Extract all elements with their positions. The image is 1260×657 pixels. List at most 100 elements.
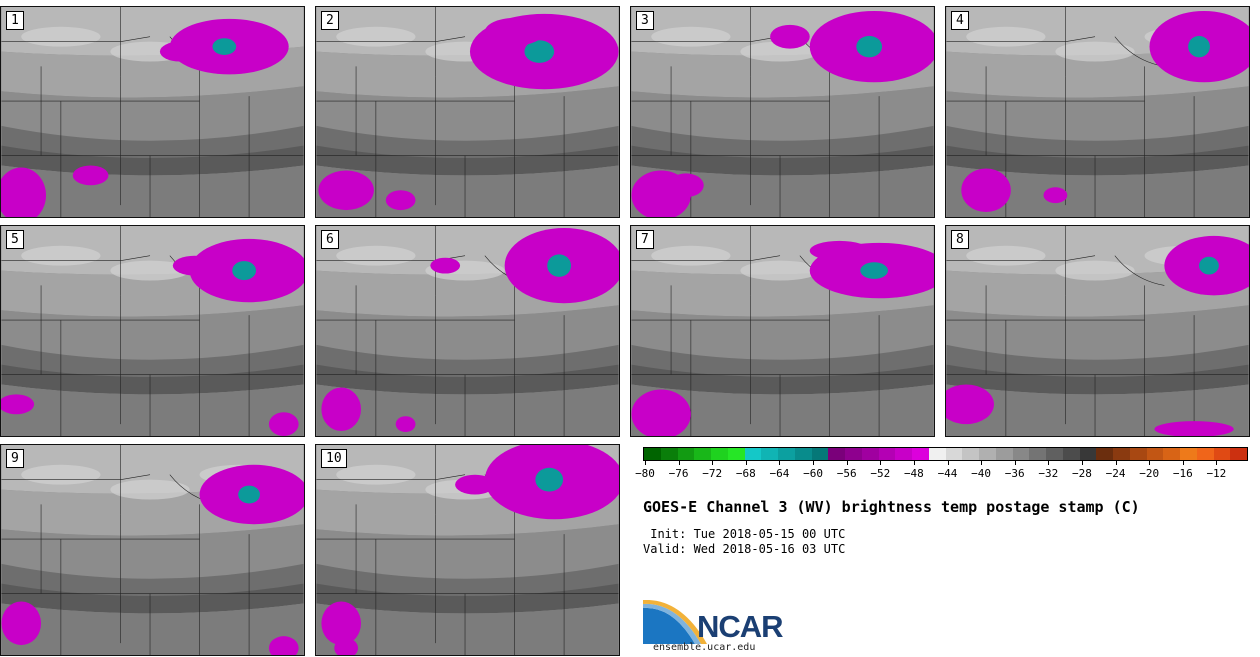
colorbar-tick-label: −24 xyxy=(1105,467,1126,480)
cold-cloud-region xyxy=(1,601,42,646)
very-cold-cloud-region xyxy=(535,467,564,492)
ensemble-member-panel-4: 4 xyxy=(945,6,1250,218)
cold-cloud-region xyxy=(961,168,1011,213)
colorbar-swatch xyxy=(1062,448,1080,460)
cold-cloud-region xyxy=(72,165,109,186)
colorbar-tick xyxy=(1149,461,1151,465)
init-time: Init: Tue 2018-05-15 00 UTC xyxy=(643,527,846,541)
ensemble-member-panel-10: 10 xyxy=(315,444,620,656)
colorbar-swatch xyxy=(1163,448,1180,460)
colorbar-swatch xyxy=(811,448,829,460)
colorbar-swatch xyxy=(1180,448,1197,460)
colorbar-swatch xyxy=(945,448,963,460)
colorbar-swatch xyxy=(1146,448,1164,460)
colorbar-tick xyxy=(645,461,646,465)
cold-cloud-region xyxy=(172,255,217,276)
temperature-colorbar xyxy=(643,447,1248,461)
very-cold-cloud-region xyxy=(856,35,883,58)
water-vapor-map xyxy=(316,7,619,217)
colorbar-tick-label: −20 xyxy=(1139,467,1160,480)
cold-cloud-region xyxy=(321,601,362,646)
colorbar-swatch xyxy=(1196,448,1214,460)
colorbar-tick xyxy=(1081,461,1083,465)
colorbar-swatch xyxy=(962,448,979,460)
cold-cloud-region xyxy=(1,394,35,415)
very-cold-cloud-region xyxy=(238,485,260,504)
colorbar-swatch xyxy=(1012,448,1030,460)
ensemble-member-panel-9: 9 xyxy=(0,444,305,656)
colorbar-swatch xyxy=(1029,448,1046,460)
member-number-label: 8 xyxy=(951,230,969,249)
colorbar-tick xyxy=(1216,461,1218,465)
very-cold-cloud-region xyxy=(232,261,257,281)
colorbar-tick-label: −76 xyxy=(668,467,689,480)
colorbar-tick-label: −60 xyxy=(803,467,823,480)
water-vapor-map xyxy=(631,7,934,217)
very-cold-cloud-region xyxy=(524,40,555,63)
ensemble-member-panel-8: 8 xyxy=(945,225,1250,437)
member-number-label: 3 xyxy=(636,11,654,30)
colorbar-swatch xyxy=(1046,448,1063,460)
colorbar-swatch xyxy=(761,448,778,460)
colorbar-tick xyxy=(1048,461,1050,465)
colorbar-swatch xyxy=(912,448,929,460)
cold-cloud-region xyxy=(268,412,299,436)
colorbar-swatch xyxy=(694,448,711,460)
colorbar-tick xyxy=(712,461,714,465)
colorbar-swatch xyxy=(677,448,695,460)
colorbar-tick xyxy=(1014,461,1016,465)
colorbar-tick-labels: −80 −76 −72 −68 −64 −60 −56 −52 −48 −44 −40 −36 −32−… xyxy=(635,461,1248,481)
member-number-label: 10 xyxy=(321,449,347,468)
colorbar-tick xyxy=(981,461,983,465)
cold-cloud-region xyxy=(159,41,200,62)
colorbar-tick xyxy=(813,461,815,465)
colorbar-tick-label: −80 xyxy=(635,467,655,480)
cold-cloud-region xyxy=(668,173,704,198)
colorbar-tick xyxy=(846,461,848,465)
cold-cloud-region xyxy=(770,24,810,49)
colorbar-tick-label: −56 xyxy=(836,467,857,480)
colorbar-tick-label: −12 xyxy=(1206,467,1227,480)
colorbar-tick xyxy=(913,461,915,465)
colorbar-tick xyxy=(947,461,949,465)
colorbar-swatch xyxy=(845,448,862,460)
colorbar-swatch xyxy=(1096,448,1113,460)
colorbar-tick-label: −44 xyxy=(937,467,958,480)
colorbar-swatch xyxy=(778,448,795,460)
member-number-label: 1 xyxy=(6,11,24,30)
valid-time: Valid: Wed 2018-05-16 03 UTC xyxy=(643,542,846,556)
colorbar-swatch xyxy=(928,448,946,460)
water-vapor-map xyxy=(316,445,619,655)
colorbar-swatch xyxy=(794,448,812,460)
very-cold-cloud-region xyxy=(547,254,572,277)
cold-cloud-region xyxy=(385,190,416,211)
water-vapor-map xyxy=(316,226,619,436)
colorbar-swatch xyxy=(878,448,896,460)
cold-cloud-region xyxy=(318,170,374,211)
water-vapor-map xyxy=(946,7,1249,217)
cold-cloud-region xyxy=(1043,187,1068,204)
ncar-logo-icon xyxy=(643,600,707,644)
colorbar-swatch xyxy=(1079,448,1097,460)
very-cold-cloud-region xyxy=(212,38,237,55)
very-cold-cloud-region xyxy=(1188,35,1210,58)
ensemble-member-panel-6: 6 xyxy=(315,225,620,437)
member-number-label: 5 xyxy=(6,230,24,249)
colorbar-swatch xyxy=(979,448,996,460)
cold-cloud-region xyxy=(321,387,362,432)
member-number-label: 6 xyxy=(321,230,339,249)
colorbar-tick xyxy=(1115,461,1117,465)
water-vapor-map xyxy=(1,226,304,436)
colorbar-tick-label: −48 xyxy=(903,467,924,480)
ncar-logo-text: NCAR xyxy=(697,609,784,644)
cold-cloud-region xyxy=(1154,421,1234,436)
colorbar-tick xyxy=(1182,461,1184,465)
cold-cloud-region xyxy=(455,474,495,495)
cold-cloud-region xyxy=(1,167,47,217)
cold-cloud-region xyxy=(395,416,416,433)
cold-cloud-region xyxy=(946,384,994,425)
colorbar-tick-label: −40 xyxy=(971,467,992,480)
colorbar-swatch xyxy=(828,448,845,460)
cold-cloud-region xyxy=(430,257,461,274)
colorbar-tick-label: −36 xyxy=(1004,467,1025,480)
